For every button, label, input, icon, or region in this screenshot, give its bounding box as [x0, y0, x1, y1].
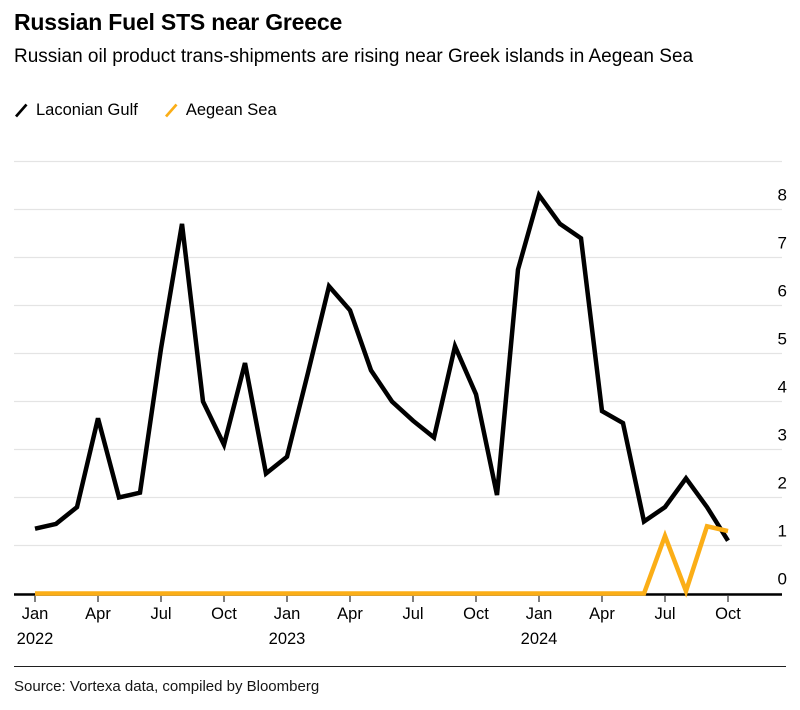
x-axis-label: Oct [211, 605, 237, 623]
x-axis-label: Jan [274, 605, 301, 623]
y-axis-label: 3 [778, 426, 787, 445]
y-axis-labels: 0 1 2 3 4 5 6 7 8 [778, 186, 787, 589]
legend-slash-icon [164, 103, 178, 118]
legend-item-label: Aegean Sea [185, 101, 277, 119]
chart-title: Russian Fuel STS near Greece [14, 9, 343, 35]
series-laconian-gulf [34, 190, 730, 542]
x-axis-year-label: 2022 [17, 630, 54, 648]
x-axis-label: Jul [402, 605, 423, 623]
y-axis-label: 6 [778, 282, 787, 301]
legend-item-aegean-sea: Aegean Sea [164, 101, 277, 120]
x-axis-year-label: 2023 [269, 630, 306, 648]
legend-item-label: Laconian Gulf [36, 101, 138, 119]
x-axis-label: Jan [22, 605, 49, 623]
legend-slash-icon [14, 103, 28, 118]
series-aegean-sea [35, 523, 729, 598]
y-axis-label: 8 [778, 186, 787, 205]
x-axis-year-label: 2024 [521, 630, 558, 648]
legend-item-laconian-gulf: Laconian Gulf [14, 101, 138, 120]
x-axis-label: Jul [150, 605, 171, 623]
y-axis-label: 5 [778, 330, 787, 349]
x-axis-label: Oct [463, 605, 489, 623]
x-axis: Jan 2022 Apr Jul Oct Jan 2023 Apr Jul Oct Jan 2024 A… [14, 593, 782, 648]
chart-subtitle: Russian oil product trans-shipments are … [14, 46, 694, 67]
x-axis-label: Apr [337, 605, 363, 623]
x-axis-label: Jan [526, 605, 553, 623]
x-axis-label: Oct [715, 605, 741, 623]
y-axis-label: 7 [778, 234, 787, 253]
y-axis-label: 2 [778, 474, 787, 493]
y-axis-label: 4 [778, 378, 787, 397]
x-axis-label: Jul [654, 605, 675, 623]
x-axis-label: Apr [85, 605, 111, 623]
gridlines [14, 160, 782, 595]
source-divider [14, 666, 786, 667]
source-text: Source: Vortexa data, compiled by Bloomb… [14, 678, 320, 695]
y-axis-label: 0 [778, 570, 787, 589]
legend: Laconian Gulf Aegean Sea [14, 101, 277, 120]
y-axis-label: 1 [778, 522, 787, 541]
x-axis-label: Apr [589, 605, 615, 623]
